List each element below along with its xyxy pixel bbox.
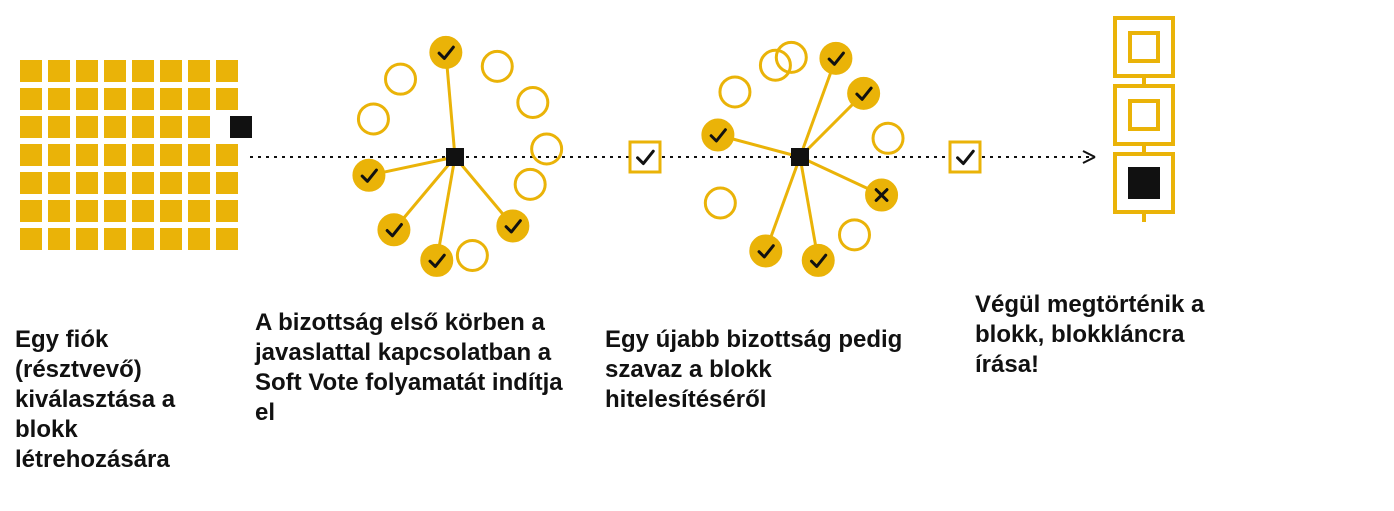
caption-stage2: A bizottság első körben a javaslattal ka…: [255, 308, 585, 428]
caption-stage4: Végül megtörténik a blokk, blokkláncra í…: [975, 290, 1235, 380]
diagram-canvas: Egy fiók (résztvevő) kiválasztása a blok…: [0, 0, 1394, 511]
caption-stage3: Egy újabb bizottság pedig szavaz a blokk…: [605, 325, 935, 415]
caption-stage1: Egy fiók (résztvevő) kiválasztása a blok…: [15, 325, 225, 475]
